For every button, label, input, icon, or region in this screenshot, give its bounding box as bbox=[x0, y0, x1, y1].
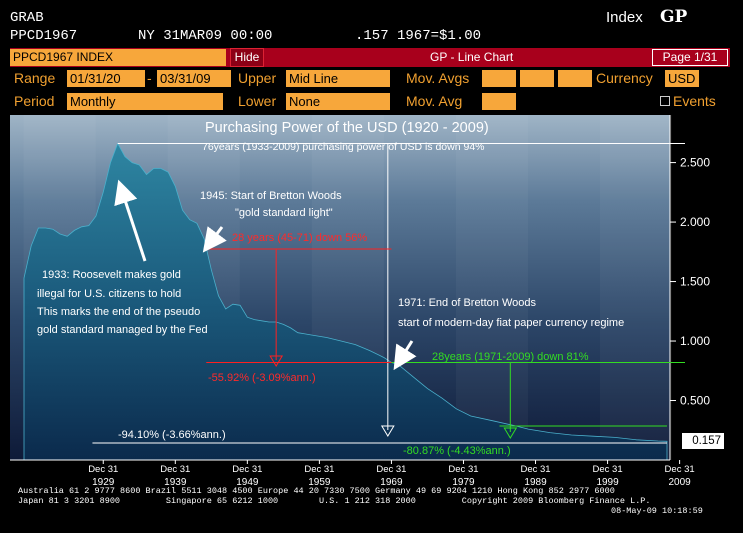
annotation-1945-line1: 1945: Start of Bretton Woods bbox=[200, 190, 342, 202]
chart-area: 2.500 2.000 1.500 1.000 0.500 Dec 31 1929 Dec 3… bbox=[10, 115, 733, 515]
mov-avg-1-field[interactable] bbox=[482, 70, 516, 87]
annotation-1971-line2: start of modern-day fiat paper currency … bbox=[398, 317, 625, 329]
dropline-total-arrow bbox=[380, 425, 395, 437]
index-label: Index bbox=[606, 9, 643, 26]
events-label: Events bbox=[673, 93, 716, 109]
x-tick-label-bottom: 1969 bbox=[380, 477, 403, 488]
annotation-result-71-09: -80.87% (-4.43%ann.) bbox=[403, 445, 511, 457]
x-tick-label-top: Dec 31 bbox=[160, 464, 190, 475]
function-name: GRAB bbox=[10, 10, 44, 26]
x-tick-label-top: Dec 31 bbox=[232, 464, 262, 475]
as-of-date: NY 31MAR09 00:00 bbox=[138, 28, 273, 44]
annotation-1933-line1: 1933: Roosevelt makes gold bbox=[42, 269, 181, 281]
y-tick-label: 2.000 bbox=[680, 215, 710, 229]
y-tick-label: 1.000 bbox=[680, 334, 710, 348]
annotation-1933-line4: gold standard managed by the Fed bbox=[37, 324, 208, 336]
currency-label: Currency bbox=[596, 70, 653, 86]
x-tick-label-bottom: 1949 bbox=[236, 477, 259, 488]
upper-label: Upper bbox=[238, 70, 277, 86]
x-tick-label-top: Dec 31 bbox=[665, 464, 695, 475]
decade-band bbox=[455, 115, 528, 460]
annotation-result-45-71: -55.92% (-3.09%ann.) bbox=[208, 372, 316, 384]
annotation-1933-line2: illegal for U.S. citizens to hold bbox=[37, 288, 182, 300]
arrow-1933 bbox=[114, 179, 147, 262]
hide-button[interactable]: Hide bbox=[230, 48, 264, 67]
x-tick-label-bottom: 1939 bbox=[164, 477, 187, 488]
x-tick-label-top: Dec 31 bbox=[448, 464, 478, 475]
period-select[interactable]: Monthly bbox=[67, 93, 223, 110]
annotation-range-45-71: 28 years (45-71) down 56% bbox=[232, 232, 368, 244]
x-tick-label-bottom: 1999 bbox=[596, 477, 619, 488]
annotation-1933-line3: This marks the end of the pseudo bbox=[37, 306, 201, 318]
price-chart: 2.500 2.000 1.500 1.000 0.500 Dec 31 1929 Dec 3… bbox=[10, 115, 710, 488]
red-arrow bbox=[269, 355, 284, 367]
mov-avg-label: Mov. Avg bbox=[406, 93, 463, 109]
y-tick-label: 0.500 bbox=[680, 394, 710, 408]
x-tick-label-top: Dec 31 bbox=[376, 464, 406, 475]
ticker-code: PPCD1967 bbox=[10, 28, 78, 44]
footer-timestamp: 08-May-09 10:18:59 bbox=[611, 506, 703, 516]
decade-band bbox=[599, 115, 673, 460]
x-tick-label-bottom: 1979 bbox=[452, 477, 475, 488]
x-tick-label-top: Dec 31 bbox=[304, 464, 334, 475]
series-area bbox=[23, 142, 668, 461]
mov-avg-2-field[interactable] bbox=[520, 70, 554, 87]
x-tick-label-bottom: 2009 bbox=[668, 477, 691, 488]
range-to-field[interactable]: 03/31/09 bbox=[157, 70, 231, 87]
currency-field[interactable]: USD bbox=[665, 70, 699, 87]
lower-label: Lower bbox=[238, 93, 277, 109]
range-from-field[interactable]: 01/31/20 bbox=[67, 70, 145, 87]
annotation-1971-line1: 1971: End of Bretton Woods bbox=[398, 297, 536, 309]
chart-type-title: GP - Line Chart bbox=[430, 50, 514, 64]
last-value: .157 1967=$1.00 bbox=[355, 28, 482, 44]
lower-select[interactable]: None bbox=[286, 93, 390, 110]
y-tick-label: 2.500 bbox=[680, 156, 710, 170]
last-value-label: 0.157 bbox=[682, 433, 724, 449]
range-label: Range bbox=[14, 70, 56, 86]
x-tick-label-top: Dec 31 bbox=[88, 464, 118, 475]
annotation-range-71-09: 28years (1971-2009) down 81% bbox=[432, 351, 589, 363]
y-tick-label: 1.500 bbox=[680, 275, 710, 289]
mov-avg-3-field[interactable] bbox=[558, 70, 592, 87]
mov-avgs-label: Mov. Avgs bbox=[406, 70, 470, 86]
range-separator: - bbox=[147, 70, 152, 86]
upper-select[interactable]: Mid Line bbox=[286, 70, 390, 87]
chart-title: Purchasing Power of the USD (1920 - 2009… bbox=[205, 120, 489, 136]
green-arrow bbox=[503, 427, 518, 439]
arrow-1945 bbox=[202, 226, 227, 253]
function-code: GP bbox=[660, 7, 688, 27]
footer-line-1: Australia 61 2 9777 8600 Brazil 5511 304… bbox=[18, 486, 615, 496]
footer-line-2: Japan 81 3 3201 8900 Singapore 65 6212 1… bbox=[18, 496, 651, 506]
x-tick-label-bottom: 1959 bbox=[308, 477, 331, 488]
x-tick-label-bottom: 1929 bbox=[92, 477, 115, 488]
annotation-1945-line2: "gold standard light" bbox=[235, 207, 333, 219]
ticker-input[interactable]: PPCD1967 INDEX bbox=[10, 49, 226, 66]
page-indicator[interactable]: Page 1/31 bbox=[652, 49, 728, 66]
events-checkbox[interactable] bbox=[660, 96, 670, 106]
mov-avg-field[interactable] bbox=[482, 93, 516, 110]
x-tick-label-top: Dec 31 bbox=[520, 464, 550, 475]
annotation-total-result: -94.10% (-3.66%ann.) bbox=[118, 429, 226, 441]
arrow-1971 bbox=[393, 340, 417, 371]
x-tick-label-bottom: 1989 bbox=[524, 477, 547, 488]
chart-subtitle: 76years (1933-2009) purchasing power of … bbox=[202, 141, 485, 153]
x-tick-label-top: Dec 31 bbox=[593, 464, 623, 475]
period-label: Period bbox=[14, 93, 55, 109]
